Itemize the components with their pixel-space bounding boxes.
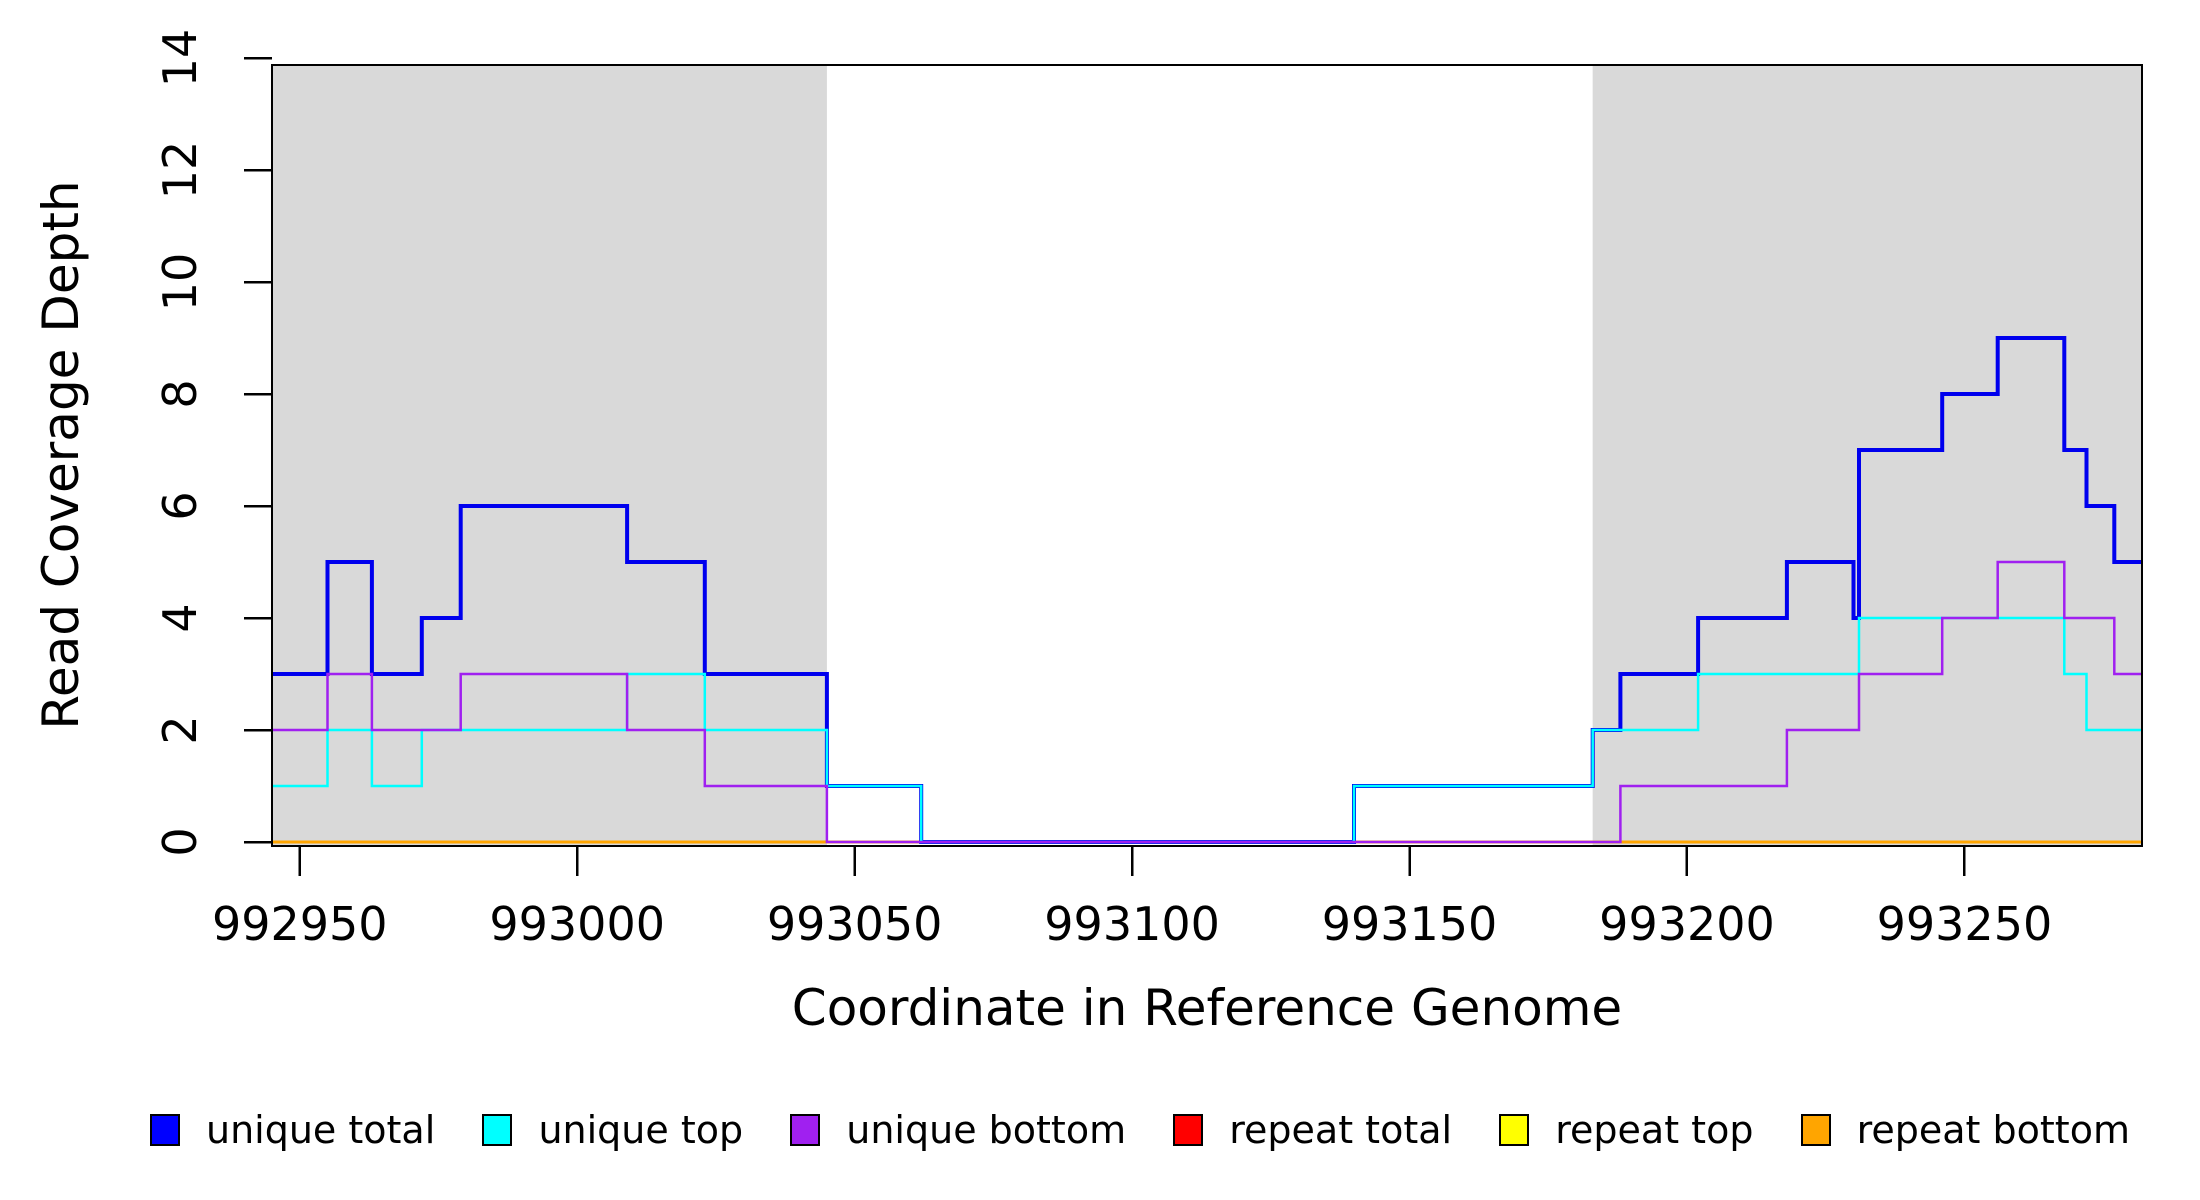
shaded-regions: [272, 65, 2142, 846]
legend-label: unique total: [206, 1108, 436, 1152]
y-tick-label: 14: [153, 29, 207, 88]
x-tick-label: 993250: [1877, 897, 2053, 951]
legend-swatch-repeat-top: [1499, 1114, 1530, 1146]
x-tick-label: 992950: [212, 897, 388, 951]
legend-label: repeat total: [1229, 1108, 1453, 1152]
y-tick-label: 8: [153, 379, 207, 408]
x-tick-label: 993200: [1599, 897, 1775, 951]
y-tick-label: 12: [153, 141, 207, 200]
y-tick-label: 2: [153, 715, 207, 744]
x-tick-label: 993000: [489, 897, 665, 951]
legend-item-repeat-bottom: repeat bottom: [1800, 1108, 2130, 1152]
legend-item-unique-total: unique total: [150, 1108, 435, 1152]
legend-label: unique top: [538, 1108, 744, 1152]
plot-border: [271, 64, 2143, 847]
series-line-unique-bottom: [272, 560, 2142, 844]
legend-swatch-unique-total: [150, 1114, 180, 1146]
legend-label: unique bottom: [846, 1108, 1127, 1152]
x-tick-label: 993100: [1044, 897, 1220, 951]
legend-swatch-repeat-bottom: [1800, 1114, 1831, 1146]
legend-label: repeat top: [1555, 1108, 1754, 1152]
x-axis-title: Coordinate in Reference Genome: [792, 979, 1622, 1037]
legend-item-repeat-top: repeat top: [1499, 1108, 1753, 1152]
legend-item-unique-top: unique top: [482, 1108, 743, 1152]
legend-swatch-unique-bottom: [790, 1114, 821, 1146]
y-tick-label: 10: [153, 253, 207, 312]
legend-label: repeat bottom: [1856, 1108, 2130, 1152]
y-tick-label: 6: [153, 491, 207, 520]
x-tick-label: 993050: [767, 897, 943, 951]
shaded-band-right: [1592, 65, 2142, 846]
x-tick-label: 993150: [1322, 897, 1498, 951]
y-axis-title: Read Coverage Depth: [32, 180, 90, 729]
chart-legend: unique total unique top unique bottom re…: [150, 1100, 2130, 1160]
y-tick-label: 0: [153, 827, 207, 856]
axes: 992950 993000 993050 993100 993150 993200 9932…: [153, 29, 2143, 951]
legend-swatch-repeat-total: [1173, 1114, 1204, 1146]
shaded-band-left: [272, 65, 827, 846]
series-lines: [272, 336, 2142, 844]
y-tick-label: 4: [153, 603, 207, 632]
legend-item-unique-bottom: unique bottom: [790, 1108, 1126, 1152]
legend-swatch-unique-top: [482, 1114, 513, 1146]
legend-item-repeat-total: repeat total: [1173, 1108, 1452, 1152]
